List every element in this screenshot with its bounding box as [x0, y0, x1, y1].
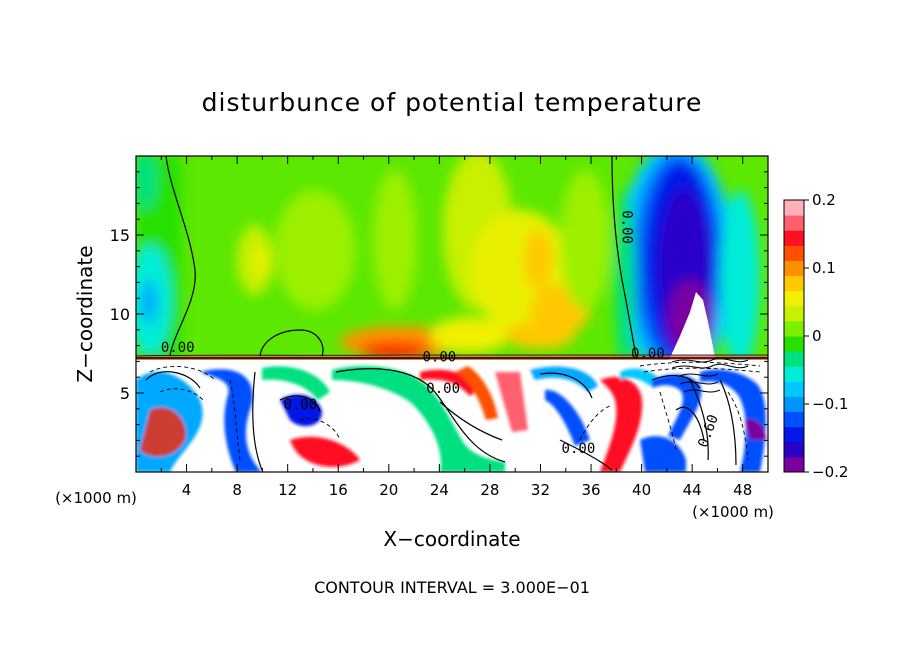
colorbar-tick-label: −0.1	[812, 395, 848, 413]
contour-label: 0.00	[283, 397, 317, 413]
contour-label: 0.00	[423, 349, 457, 365]
colorbar-swatch	[784, 426, 804, 443]
x-axis: 4 8 12 16 20 24 28 32 36 40 44 48	[160, 156, 752, 499]
x-tick-label: 24	[430, 481, 449, 499]
contour-label: 0.00	[161, 340, 195, 356]
colorbar-swatch	[784, 441, 804, 458]
y-axis-label: Z−coordinate	[73, 245, 97, 382]
colorbar: 0.2 0.1 0 −0.1 −0.2	[783, 191, 848, 481]
x-tick-label: 28	[480, 481, 499, 499]
contour-interval-note: CONTOUR INTERVAL = 3.000E−01	[314, 578, 590, 597]
y-axis: 5 10 15	[110, 171, 768, 457]
heatmap-field	[136, 156, 768, 472]
x-tick-label: 4	[182, 481, 192, 499]
colorbar-swatch	[784, 456, 804, 473]
y-tick-label: 15	[110, 226, 130, 245]
colorbar-swatch	[784, 275, 804, 292]
colorbar-swatch	[784, 260, 804, 277]
colorbar-swatch	[784, 351, 804, 367]
contour-label: 0.00	[562, 441, 596, 457]
contour-label: 0.00	[619, 210, 635, 244]
chart-title: disturbunce of potential temperature	[202, 88, 703, 117]
x-tick-label: 36	[581, 481, 600, 499]
x-tick-label: 16	[329, 481, 348, 499]
y-tick-label: 5	[120, 384, 130, 403]
x-tick-label: 48	[733, 481, 752, 499]
x-tick-label: 20	[379, 481, 398, 499]
colorbar-tick-label: 0	[812, 327, 822, 345]
colorbar-swatch	[784, 290, 804, 307]
x-axis-label: X−coordinate	[383, 527, 520, 551]
colorbar-swatch	[784, 245, 804, 261]
colorbar-swatch	[784, 411, 804, 428]
x-tick-label: 8	[232, 481, 242, 499]
colorbar-swatch	[784, 230, 804, 246]
contour-label: 0.00	[631, 346, 665, 362]
colorbar-tick-label: −0.2	[812, 463, 848, 481]
colorbar-swatch	[784, 366, 804, 382]
y-tick-label: 10	[110, 305, 130, 324]
x-tick-label: 32	[531, 481, 550, 499]
colorbar-swatch	[784, 305, 804, 322]
colorbar-tick-label: 0.1	[812, 259, 836, 277]
x-tick-label: 44	[683, 481, 702, 499]
colorbar-swatch	[784, 336, 804, 352]
colorbar-swatch	[784, 396, 804, 413]
colorbar-tick-label: 0.2	[812, 191, 836, 209]
colorbar-swatch	[784, 320, 804, 337]
colorbar-swatch	[784, 215, 804, 231]
x-unit-left: (×1000 m)	[55, 489, 137, 507]
x-tick-label: 12	[278, 481, 297, 499]
colorbar-swatch	[784, 381, 804, 397]
colorbar-swatch	[784, 200, 804, 216]
x-tick-label: 40	[632, 481, 651, 499]
contour-label: 0.00	[426, 381, 460, 397]
x-unit-right: (×1000 m)	[692, 503, 774, 521]
